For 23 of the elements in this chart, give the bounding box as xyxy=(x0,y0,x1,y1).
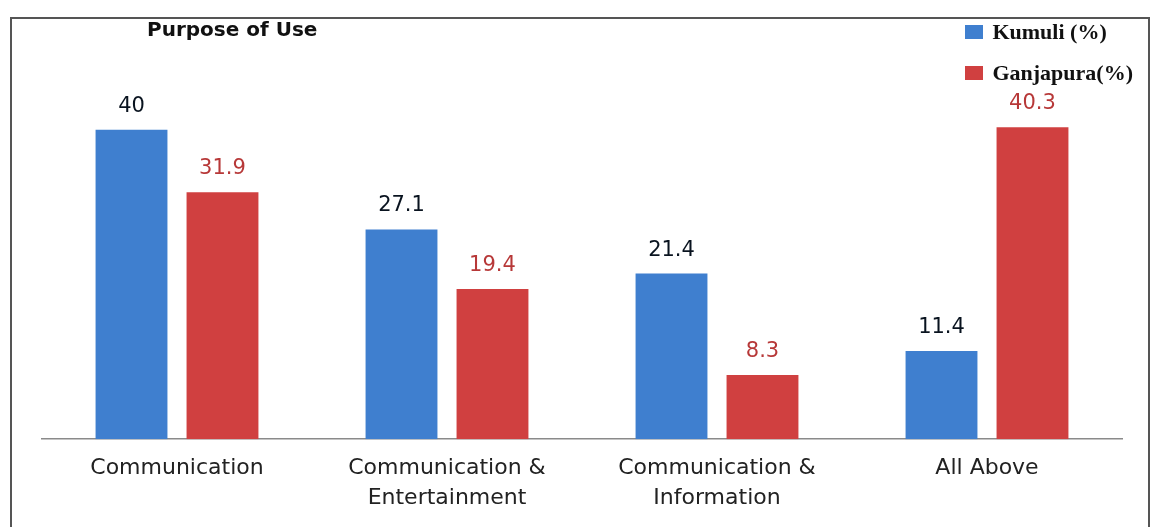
data-label: 31.9 xyxy=(199,155,246,180)
data-label: 27.1 xyxy=(378,192,425,217)
bar xyxy=(95,129,168,440)
bar xyxy=(456,289,529,440)
data-label: 11.4 xyxy=(918,313,965,338)
bar xyxy=(905,350,978,440)
bar xyxy=(996,127,1069,440)
x-tick-label: Communication xyxy=(90,453,264,479)
data-label: 19.4 xyxy=(469,252,516,277)
legend-label: Kumuli (%) xyxy=(992,19,1107,45)
bar xyxy=(186,192,259,440)
legend-label: Ganjapura(%) xyxy=(992,60,1133,86)
bar xyxy=(635,273,708,440)
data-label: 21.4 xyxy=(648,236,695,261)
x-tick-label: Communication & Information xyxy=(618,453,816,509)
bar xyxy=(726,374,799,440)
data-label: 40.3 xyxy=(1009,90,1056,115)
bar xyxy=(365,229,438,440)
data-label: 40 xyxy=(118,92,145,117)
x-tick-label: Communication & Entertainment xyxy=(348,453,546,509)
data-label: 8.3 xyxy=(745,337,780,362)
x-tick-label: All Above xyxy=(935,453,1039,479)
chart-title: Purpose of Use xyxy=(147,17,318,41)
